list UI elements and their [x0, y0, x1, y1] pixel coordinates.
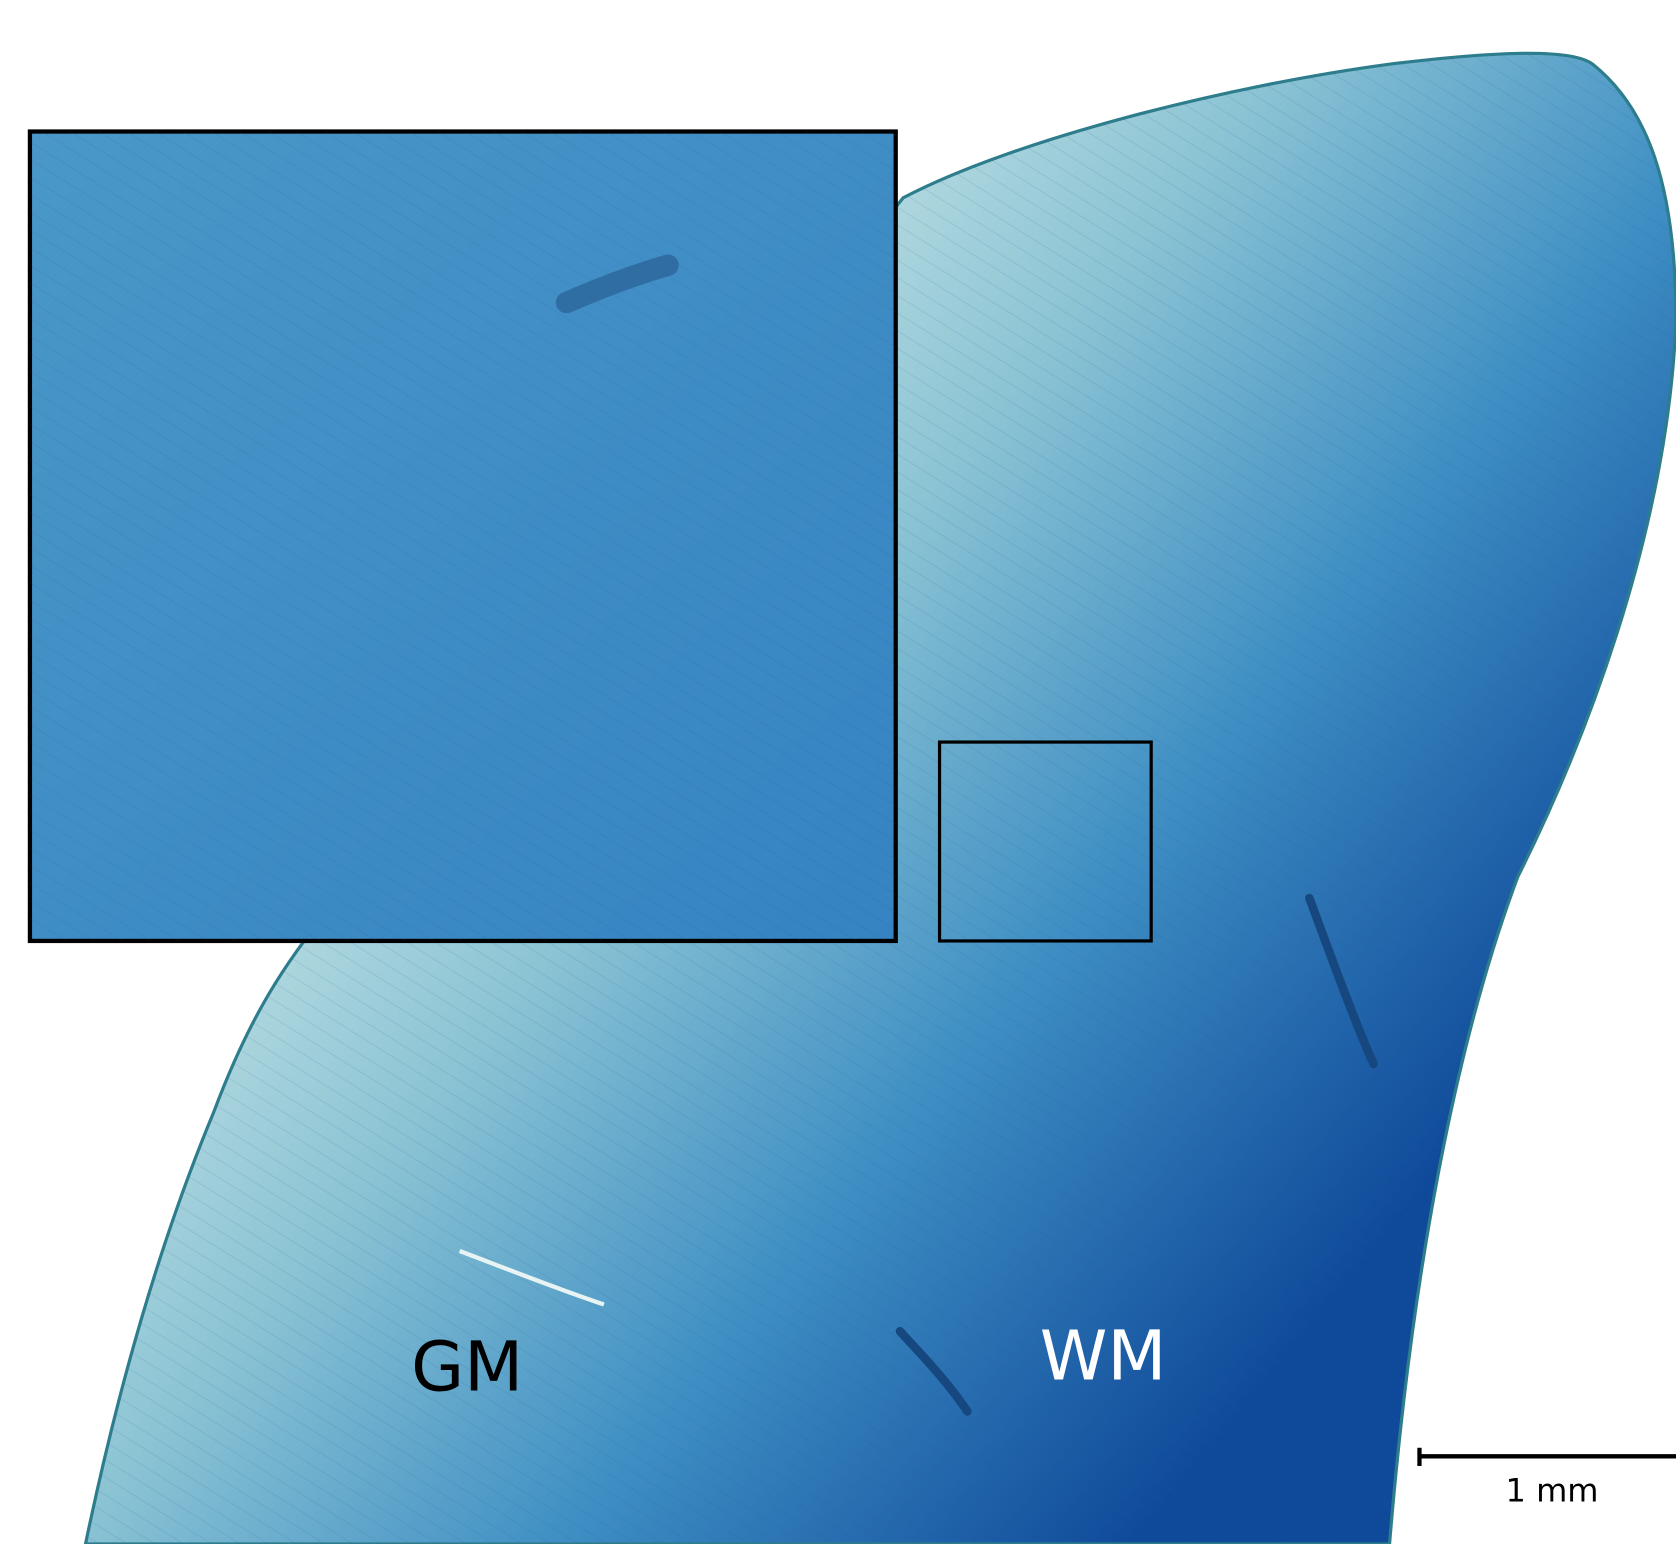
micrograph: GM WM 1 mm — [0, 0, 1676, 1544]
gm-label: GM — [411, 1327, 523, 1407]
wm-label: WM — [1040, 1317, 1167, 1397]
inset-texture — [30, 132, 896, 941]
page: GM WM 1 mm (() => { const data = JSON.pa… — [0, 0, 1676, 1544]
scale-bar-label: 1 mm — [1505, 1472, 1598, 1510]
